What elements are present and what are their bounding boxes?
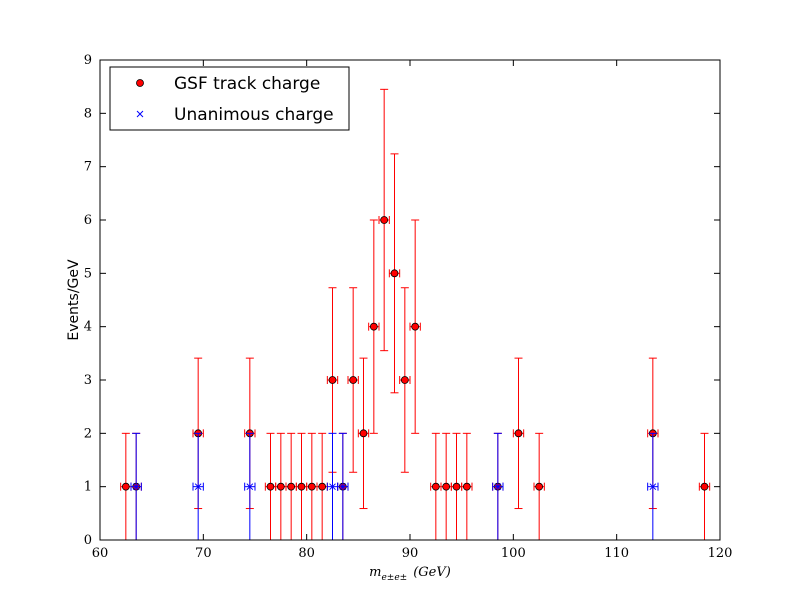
gsf-marker (266, 482, 275, 491)
unanimous-marker (194, 483, 202, 491)
gsf-point (378, 88, 390, 352)
gsf-marker (318, 482, 327, 491)
gsf-marker (328, 376, 337, 384)
gsf-point (430, 432, 442, 540)
legend-label: Unanimous charge (174, 105, 334, 125)
gsf-marker (400, 376, 409, 384)
y-tick-label: 3 (84, 373, 92, 388)
y-tick-label: 9 (84, 53, 92, 68)
gsf-point (357, 357, 370, 510)
gsf-marker (380, 216, 389, 224)
gsf-point (275, 432, 287, 540)
unanimous-point (130, 432, 142, 540)
unanimous-marker (649, 483, 657, 491)
y-tick-label: 0 (84, 533, 92, 548)
gsf-point (347, 287, 359, 473)
x-tick-label: 120 (708, 546, 733, 561)
gsf-marker (431, 482, 440, 491)
gsf-marker (276, 482, 285, 491)
legend-marker-unanimous (136, 110, 144, 118)
y-tick-label: 2 (84, 426, 92, 441)
legend-marker-gsf (136, 79, 144, 87)
unanimous-point (192, 432, 204, 540)
unanimous-point (244, 432, 256, 540)
gsf-point (399, 287, 411, 473)
x-tick-label: 60 (92, 546, 109, 561)
unanimous-marker (132, 483, 140, 491)
gsf-marker (307, 482, 316, 491)
gsf-point (264, 432, 277, 540)
unanimous-marker (246, 483, 254, 491)
unanimous-marker (494, 483, 502, 491)
gsf-point (409, 219, 421, 434)
gsf-marker (349, 376, 358, 384)
x-tick-label: 90 (402, 546, 419, 561)
gsf-point (306, 432, 318, 540)
unanimous-marker (329, 483, 336, 491)
gsf-point (316, 432, 328, 540)
gsf-point (512, 357, 525, 510)
gsf-point (698, 432, 711, 540)
y-tick-label: 1 (84, 480, 92, 495)
unanimous-point (337, 432, 349, 540)
gsf-marker (359, 429, 368, 438)
unanimous-point (326, 432, 339, 540)
gsf-marker (442, 482, 451, 491)
unanimous-series (130, 432, 659, 540)
gsf-point (440, 432, 452, 540)
gsf-marker (287, 482, 296, 491)
y-tick-label: 6 (84, 213, 92, 228)
gsf-marker (700, 482, 709, 491)
unanimous-marker (339, 483, 347, 491)
gsf-marker (390, 269, 399, 278)
y-tick-label: 4 (84, 320, 92, 335)
gsf-marker (369, 322, 378, 331)
x-tick-label: 100 (501, 546, 526, 561)
gsf-point (285, 432, 297, 540)
gsf-point (388, 153, 401, 394)
legend-box (109, 66, 350, 131)
legend: GSF track charge Unanimous charge (109, 66, 350, 131)
plot-frame (99, 59, 721, 541)
x-axis-label-unit: (GeV) (413, 565, 451, 580)
gsf-marker (297, 482, 306, 491)
legend-label: GSF track charge (174, 74, 320, 94)
x-axis-label-main: m (369, 565, 381, 580)
y-tick-label: 8 (84, 106, 92, 121)
y-tick-label: 7 (84, 160, 92, 175)
gsf-marker (411, 322, 420, 331)
gsf-marker (514, 429, 523, 438)
x-tick-label: 80 (298, 546, 315, 561)
y-axis-label: Events/GeV (66, 259, 82, 341)
gsf-marker (535, 482, 544, 491)
gsf-point (120, 432, 132, 540)
gsf-marker (452, 482, 461, 491)
gsf-point (461, 432, 473, 540)
x-axis-label: me±e± (GeV) (369, 565, 451, 583)
x-tick-label: 70 (195, 546, 212, 561)
gsf-point (533, 432, 545, 540)
unanimous-point (647, 432, 659, 540)
x-axis-label-subscript: e±e± (381, 573, 407, 583)
gsf-series (120, 88, 711, 540)
y-tick-label: 5 (84, 266, 92, 281)
gsf-marker (462, 482, 471, 491)
gsf-point (368, 219, 380, 434)
gsf-point (450, 432, 463, 540)
x-tick-label: 110 (604, 546, 629, 561)
gsf-point (295, 432, 308, 540)
unanimous-point (492, 432, 504, 540)
axis-ticks: 60 70 80 90 100 110 120 0 1 2 3 4 5 6 7 8 9 (84, 53, 733, 561)
gsf-marker (121, 482, 130, 491)
